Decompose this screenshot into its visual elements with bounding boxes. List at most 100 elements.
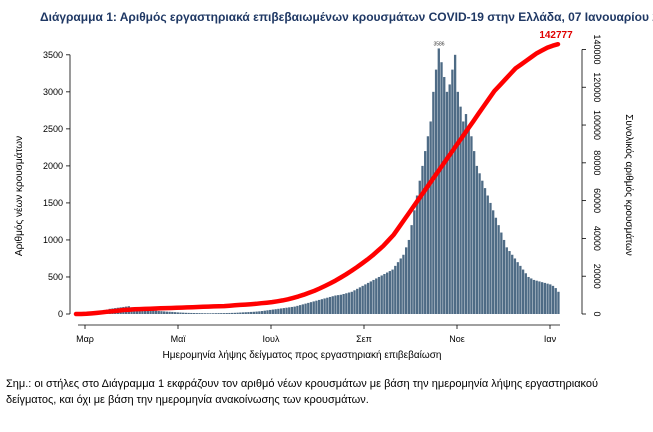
bar: [557, 291, 560, 314]
y-right-tick-label: 80000: [592, 150, 602, 175]
chart-title: Διάγραμμα 1: Αριθμός εργαστηριακά επιβεβ…: [40, 10, 653, 24]
bar: [236, 312, 239, 314]
y-right-tick-label: 140000: [592, 34, 602, 64]
bar: [519, 265, 522, 314]
bar: [182, 312, 185, 314]
bar: [364, 284, 367, 314]
bar: [339, 294, 343, 314]
bar: [318, 299, 321, 314]
y-tick-label: 1500: [43, 198, 63, 208]
bar: [220, 313, 223, 314]
bar: [149, 309, 152, 314]
bar: [540, 282, 544, 314]
bar: [328, 296, 332, 314]
bar: [524, 273, 527, 314]
y-tick-label: 0: [58, 309, 63, 319]
bar: [516, 262, 519, 314]
y-right-tick-label: 20000: [592, 264, 602, 289]
bar: [462, 121, 465, 315]
bar: [350, 291, 353, 314]
bar: [543, 282, 547, 314]
bar: [481, 180, 484, 314]
bar: [546, 283, 549, 314]
bar: [271, 309, 275, 314]
bar: [260, 311, 264, 314]
y-tick-label: 2000: [43, 161, 63, 171]
bar: [279, 308, 283, 314]
bar: [176, 312, 179, 314]
x-axis-label: Ημερομηνία λήψης δείγματος προς εργαστηρ…: [163, 349, 442, 361]
bar: [380, 275, 383, 314]
bar: [277, 308, 280, 314]
bar: [532, 279, 536, 314]
bar: [315, 300, 318, 314]
bar: [538, 281, 541, 314]
bar: [228, 312, 231, 314]
y-tick-label: 1000: [43, 235, 63, 245]
bar: [244, 312, 247, 314]
bars-layer: [76, 48, 560, 315]
y-axis-label: Αριθμός νέων κρουσμάτων: [13, 136, 25, 256]
bar: [459, 106, 462, 315]
y-right-tick-label: 100000: [592, 110, 602, 140]
bar: [424, 151, 427, 314]
bar: [160, 311, 163, 314]
bar: [152, 310, 155, 314]
bar: [470, 136, 473, 314]
bar: [502, 239, 506, 314]
bar: [334, 295, 337, 314]
bar: [239, 312, 242, 314]
bar: [312, 301, 315, 314]
bar: [356, 288, 359, 314]
bar: [489, 202, 492, 314]
x-tick-label: Νοε: [449, 334, 465, 344]
bar: [426, 136, 430, 314]
bar: [391, 269, 394, 314]
bar: [201, 313, 204, 314]
bar: [415, 195, 419, 314]
y-axis-right-label: Συνολικός αριθμός κρουσμάτων: [623, 114, 635, 256]
bar: [266, 310, 269, 314]
bar: [511, 254, 514, 314]
bar: [492, 210, 495, 314]
bar: [508, 251, 511, 314]
bar: [269, 309, 272, 314]
bar: [217, 313, 220, 314]
bar: [366, 282, 370, 314]
bar: [203, 313, 207, 314]
bar: [247, 312, 250, 314]
x-tick-label: Ιουλ: [263, 334, 280, 344]
bar: [285, 307, 288, 314]
bar: [453, 54, 457, 315]
bar: [434, 69, 438, 315]
bar: [255, 311, 258, 314]
x-tick-label: Σεπ: [356, 334, 372, 344]
y-right-tick-label: 0: [592, 311, 602, 316]
bar: [421, 165, 424, 314]
bar: [440, 62, 443, 314]
bar: [323, 298, 326, 314]
bar: [252, 311, 256, 314]
cumulative-line-layer: [73, 41, 561, 317]
bar: [146, 309, 150, 314]
bar: [478, 173, 481, 314]
bar: [505, 247, 508, 314]
bar: [168, 311, 171, 314]
bar: [535, 280, 538, 314]
bar: [288, 307, 291, 314]
bar: [190, 312, 193, 314]
bar: [549, 284, 552, 314]
bar: [211, 313, 215, 314]
bar: [345, 293, 348, 314]
bar: [154, 310, 158, 314]
bar: [342, 294, 345, 314]
bar: [372, 279, 375, 314]
bar: [530, 278, 533, 314]
bar: [551, 285, 555, 314]
bar: [494, 217, 498, 314]
bar: [296, 305, 299, 314]
bar: [290, 306, 294, 314]
y-right-tick-label: 60000: [592, 188, 602, 213]
bar: [443, 77, 446, 314]
